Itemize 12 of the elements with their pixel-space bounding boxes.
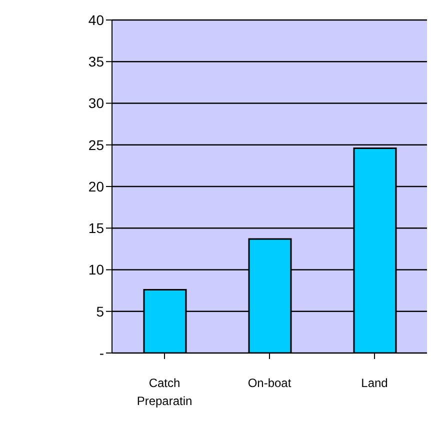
y-tick-label: 15 xyxy=(88,220,104,236)
y-tick-label: 10 xyxy=(88,262,104,278)
x-tick-label: Land xyxy=(361,376,388,390)
y-tick-label: 30 xyxy=(88,95,104,112)
y-tick-label: 20 xyxy=(88,178,104,194)
y-tick-label: 35 xyxy=(88,54,104,70)
y-tick-label: 5 xyxy=(96,303,104,320)
x-tick-label: Catch Preparatin xyxy=(136,376,192,408)
y-tick-label: 40 xyxy=(88,12,104,28)
y-tick-label: - xyxy=(99,344,104,361)
y-tick-label: 25 xyxy=(88,136,104,153)
x-tick-label: On-boat xyxy=(248,376,292,390)
